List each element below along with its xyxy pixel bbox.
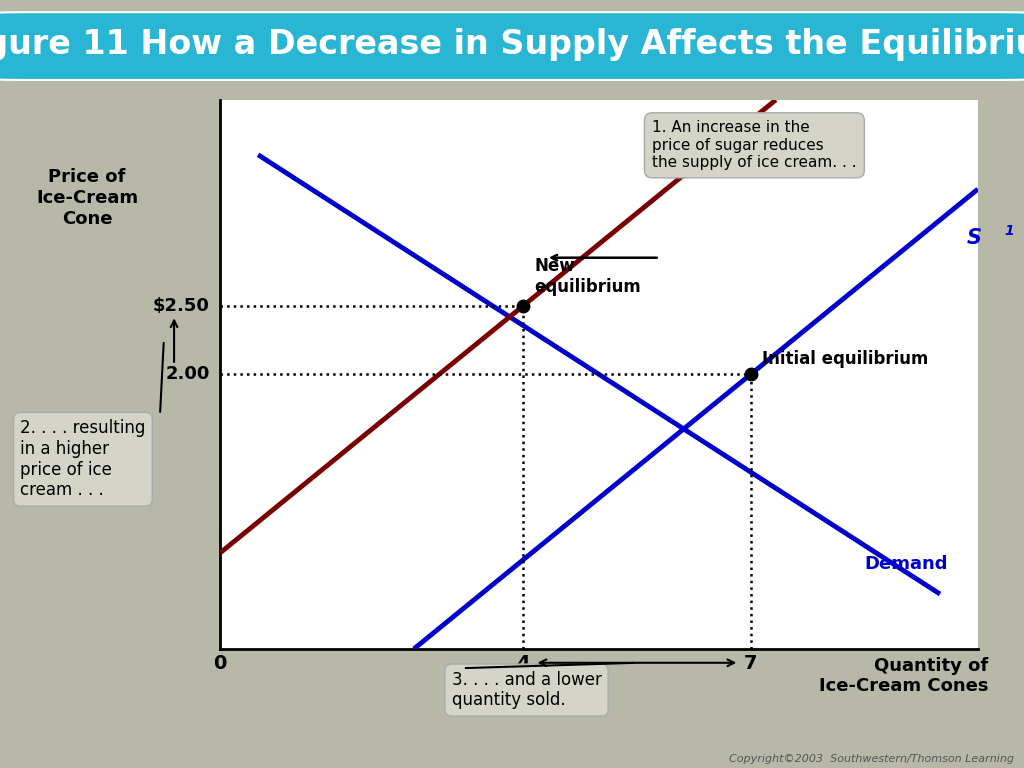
Text: Demand: Demand — [864, 555, 948, 574]
Text: Initial equilibrium: Initial equilibrium — [762, 349, 929, 368]
Text: Figure 11 How a Decrease in Supply Affects the Equilibrium: Figure 11 How a Decrease in Supply Affec… — [0, 28, 1024, 61]
Text: Price of
Ice-Cream
Cone: Price of Ice-Cream Cone — [36, 168, 138, 228]
Text: S: S — [745, 144, 761, 164]
Text: 1: 1 — [1005, 224, 1014, 238]
Text: 2: 2 — [783, 141, 793, 154]
Text: $2.50: $2.50 — [153, 296, 210, 315]
Text: 3. . . . and a lower
quantity sold.: 3. . . . and a lower quantity sold. — [452, 670, 601, 710]
Text: 2.00: 2.00 — [166, 366, 210, 383]
Text: Copyright©2003  Southwestern/Thomson Learning: Copyright©2003 Southwestern/Thomson Lear… — [729, 754, 1014, 764]
Text: S: S — [967, 228, 982, 248]
Text: New
equilibrium: New equilibrium — [535, 257, 641, 296]
Text: 2. . . . resulting
in a higher
price of ice
cream . . .: 2. . . . resulting in a higher price of … — [20, 419, 145, 499]
FancyBboxPatch shape — [0, 12, 1024, 80]
Text: Quantity of
Ice-Cream Cones: Quantity of Ice-Cream Cones — [818, 657, 988, 696]
Text: 1. An increase in the
price of sugar reduces
the supply of ice cream. . .: 1. An increase in the price of sugar red… — [652, 121, 857, 170]
